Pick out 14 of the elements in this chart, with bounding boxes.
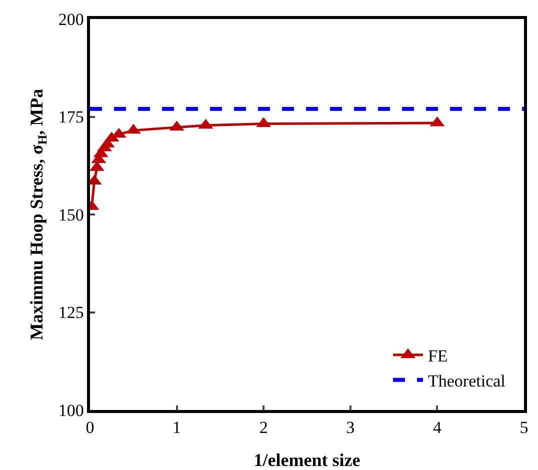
y-tick-label: 100 [58, 400, 84, 420]
x-tick-label: 3 [346, 418, 355, 438]
x-tick-label: 4 [432, 418, 442, 438]
legend-label: Theoretical [428, 372, 506, 391]
legend-label: FE [428, 346, 448, 366]
x-tick-label: 0 [86, 418, 94, 438]
x-axis-title: 1/element size [254, 450, 360, 470]
x-tick-label: 2 [259, 418, 268, 438]
x-tick-label: 5 [520, 418, 528, 438]
x-tick-label: 1 [172, 418, 182, 438]
y-tick-label: 200 [58, 10, 84, 29]
y-tick-label: 125 [58, 303, 84, 322]
y-tick-label: 150 [58, 205, 84, 224]
y-tick-label: 175 [58, 108, 84, 127]
